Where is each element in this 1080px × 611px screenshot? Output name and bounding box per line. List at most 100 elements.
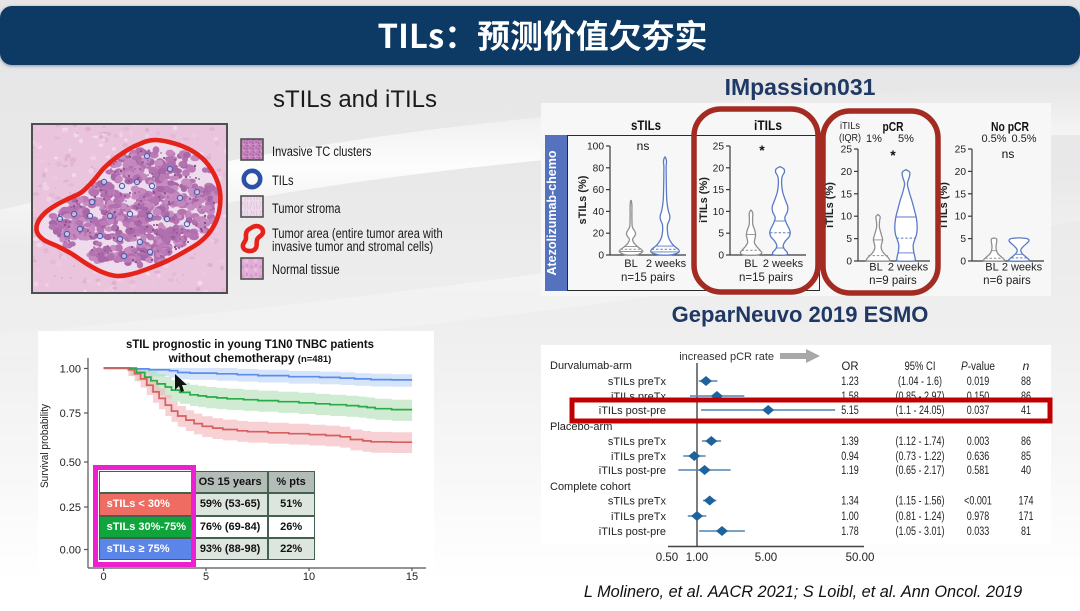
svg-text:iTILs (%): iTILs (%) [938, 182, 950, 228]
svg-text:n=15 pairs: n=15 pairs [621, 272, 675, 284]
svg-text:95% CI: 95% CI [905, 361, 936, 373]
svg-text:increased pCR rate: increased pCR rate [679, 351, 774, 363]
svg-text:0: 0 [598, 251, 604, 262]
svg-text:2 weeks: 2 weeks [888, 262, 929, 274]
svg-text:15: 15 [955, 189, 967, 200]
svg-text:iTILs preTx: iTILs preTx [611, 511, 667, 523]
svg-text:100: 100 [587, 142, 604, 153]
svg-text:(0.65 - 2.17): (0.65 - 2.17) [896, 465, 945, 477]
svg-text:iTILs (%): iTILs (%) [698, 177, 710, 223]
svg-text:No pCR: No pCR [991, 120, 1029, 134]
svg-text:n=6 pairs: n=6 pairs [983, 275, 1031, 287]
svg-text:0.50: 0.50 [60, 457, 81, 469]
svg-text:5: 5 [203, 571, 209, 583]
svg-text:1.78: 1.78 [841, 526, 859, 538]
svg-text:0: 0 [960, 257, 966, 268]
svg-text:OR: OR [842, 361, 859, 373]
svg-text:0.003: 0.003 [967, 436, 989, 448]
svg-text:Durvalumab-arm: Durvalumab-arm [550, 360, 632, 372]
svg-text:(0.73 - 1.22): (0.73 - 1.22) [896, 451, 945, 463]
svg-text:iTILs post-pre: iTILs post-pre [599, 405, 666, 417]
svg-text:0.00: 0.00 [60, 545, 81, 557]
svg-text:25: 25 [955, 145, 967, 156]
svg-text:0.25: 0.25 [60, 502, 81, 514]
svg-text:n: n [1023, 359, 1030, 373]
svg-text:iTILs (%): iTILs (%) [824, 182, 836, 228]
svg-text:sTILs preTx: sTILs preTx [608, 376, 667, 388]
svg-text:2 weeks: 2 weeks [763, 258, 804, 270]
svg-text:without chemotherapy (n=481): without chemotherapy (n=481) [168, 351, 332, 365]
svg-text:10: 10 [841, 212, 853, 223]
svg-text:41: 41 [1021, 405, 1031, 417]
svg-text:20: 20 [955, 167, 967, 178]
svg-text:(1.05 - 3.01): (1.05 - 3.01) [896, 526, 945, 538]
svg-text:1%: 1% [866, 133, 882, 145]
svg-text:n=9 pairs: n=9 pairs [869, 275, 917, 287]
svg-text:Survival probability: Survival probability [39, 404, 51, 488]
svg-text:5%: 5% [898, 133, 914, 145]
svg-text:iTILs post-pre: iTILs post-pre [599, 465, 666, 477]
svg-text:0.033: 0.033 [967, 526, 989, 538]
svg-text:171: 171 [1019, 511, 1034, 523]
svg-text:40: 40 [1021, 465, 1031, 477]
svg-text:iTILs: iTILs [754, 118, 782, 133]
svg-text:n=15 pairs: n=15 pairs [739, 272, 793, 284]
svg-text:1.34: 1.34 [841, 496, 859, 508]
svg-text:(0.81 - 1.24): (0.81 - 1.24) [896, 511, 945, 523]
svg-text:2 weeks: 2 weeks [1002, 262, 1043, 274]
svg-text:15: 15 [713, 185, 725, 196]
svg-text:sTILs: sTILs [631, 118, 661, 133]
svg-text:sTIL prognostic in young T1N0: sTIL prognostic in young T1N0 TNBC patie… [126, 337, 374, 351]
svg-text:10: 10 [955, 212, 967, 223]
svg-text:0.94: 0.94 [841, 451, 859, 463]
svg-text:25: 25 [713, 142, 725, 153]
svg-text:iTILs: iTILs [840, 120, 860, 132]
svg-text:50.00: 50.00 [846, 552, 875, 564]
svg-text:20: 20 [593, 229, 605, 240]
svg-text:10: 10 [713, 207, 725, 218]
svg-text:BL: BL [744, 258, 757, 270]
svg-text:80: 80 [593, 163, 605, 174]
svg-text:pCR: pCR [883, 120, 904, 134]
svg-text:81: 81 [1021, 526, 1031, 538]
svg-text:<0.001: <0.001 [964, 496, 992, 508]
svg-text:1.19: 1.19 [841, 465, 859, 477]
svg-text:1.00: 1.00 [60, 364, 81, 376]
svg-text:*: * [890, 147, 896, 163]
svg-text:0.5%: 0.5% [981, 133, 1006, 145]
svg-text:86: 86 [1021, 436, 1031, 448]
svg-text:(1.15 - 1.56): (1.15 - 1.56) [896, 496, 945, 508]
svg-text:2 weeks: 2 weeks [646, 258, 687, 270]
svg-text:1.23: 1.23 [841, 376, 859, 388]
svg-text:25: 25 [841, 145, 853, 156]
svg-text:BL: BL [624, 258, 637, 270]
svg-text:0.50: 0.50 [656, 552, 678, 564]
svg-text:15: 15 [841, 189, 853, 200]
svg-text:0.5%: 0.5% [1011, 133, 1036, 145]
svg-text:86: 86 [1021, 391, 1031, 403]
svg-text:Complete cohort: Complete cohort [550, 481, 631, 493]
svg-text:0: 0 [101, 571, 107, 583]
svg-text:5: 5 [846, 234, 852, 245]
svg-text:BL: BL [985, 262, 998, 274]
svg-text:sTILs preTx: sTILs preTx [608, 496, 667, 508]
svg-text:iTILs preTx: iTILs preTx [611, 451, 667, 463]
svg-text:10: 10 [303, 571, 315, 583]
svg-text:P-value: P-value [961, 361, 995, 373]
svg-text:sTILs preTx: sTILs preTx [608, 436, 667, 448]
svg-text:ns: ns [637, 139, 650, 153]
svg-text:1.39: 1.39 [841, 436, 859, 448]
svg-text:20: 20 [841, 167, 853, 178]
svg-text:sTILs (%): sTILs (%) [577, 175, 589, 224]
svg-text:0.581: 0.581 [967, 465, 989, 477]
svg-text:*: * [759, 142, 765, 158]
svg-text:0.75: 0.75 [60, 408, 81, 420]
svg-text:(IQR): (IQR) [839, 132, 861, 144]
svg-text:0.019: 0.019 [967, 376, 989, 388]
svg-text:BL: BL [869, 262, 882, 274]
svg-text:85: 85 [1021, 451, 1031, 463]
svg-text:Placebo-arm: Placebo-arm [550, 421, 612, 433]
svg-text:15: 15 [406, 571, 418, 583]
svg-text:(1.12 - 1.74): (1.12 - 1.74) [896, 436, 945, 448]
svg-text:5.00: 5.00 [755, 552, 777, 564]
